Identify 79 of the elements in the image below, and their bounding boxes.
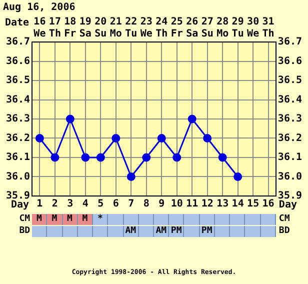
text: PM [201,226,212,236]
x2-tick-label: 20 Su [94,16,107,40]
text: M [52,214,58,224]
x-tick-label: 2 [52,198,58,210]
point [157,134,166,142]
point [126,172,136,181]
text: M [66,214,72,224]
x2-tick-label: 16 We [34,16,46,40]
category-label: CM [19,214,30,224]
x2-tick-label: 21 Mo [110,16,122,40]
point [50,153,60,162]
point [172,153,182,162]
x-tick-label: 6 [112,198,119,210]
category-label: BD [19,226,30,236]
y-tick-label: 36.6 [6,56,30,67]
point [112,134,120,142]
text: * [97,214,103,224]
x2-tick-label: 28 Mo [216,16,229,40]
point [234,172,242,181]
point [35,134,44,142]
x2-tick-label: 29 Tu [232,16,244,40]
y-tick-label: 36.5 [6,75,30,86]
y-tick-label: 36.7 [6,36,30,48]
x-tick-label: 12 [201,198,214,210]
y2-tick-label: 36.5 [278,75,302,86]
x-tick-label: 11 [186,198,198,210]
category-label: BD [278,226,290,236]
y-tick-label: 36.0 [6,171,30,182]
point [218,153,227,162]
x2-tick-label: 18 Fr [64,16,76,40]
point [203,134,212,142]
x2-tick-label: 23 We [140,16,152,40]
x2-tick-label: 30 We [247,16,260,40]
y2-tick-label: 36.3 [278,114,302,125]
x2-tick-label: 25 Fr [170,16,183,40]
point [96,153,105,162]
text: M [82,214,88,224]
x-tick-label: 7 [128,198,134,210]
x2-tick-label: 17 Th [48,16,61,40]
y-tick-label: 36.1 [6,152,30,164]
x-tick-label: 13 [216,198,229,210]
text: AM [125,226,136,236]
x-tick-label: 5 [98,198,104,210]
category-label: CM [278,214,290,224]
y2-tick-label: 36.7 [278,36,302,48]
x-tick-label: 4 [82,198,88,210]
text: AM [156,226,167,236]
x2-axis-title: Date [4,18,30,29]
x2-tick-label: 19 Sa [79,16,92,40]
x-tick-label: 15 [247,198,260,210]
chart-title: Aug 16, 2006 [3,2,76,13]
x-tick-label: 3 [67,198,74,210]
text: Day [278,200,297,211]
x2-tick-label: 22 Tu [125,16,138,40]
y2-tick-label: 36.1 [278,152,302,164]
x-tick-label: 1 [36,198,43,210]
text: M [36,214,42,224]
x-axis-title: Day [11,200,30,211]
y2-tick-label: 36.2 [278,132,302,144]
text: PM [170,226,182,236]
x2-tick-label: 24 Th [156,16,168,40]
y2-tick-label: 36.6 [278,56,302,67]
point [66,114,74,124]
x2-tick-label: 31 Th [262,16,274,40]
point [81,153,90,162]
x2-tick-label: 26 Sa [186,16,198,40]
x2-tick-label: 27 Su [201,16,214,40]
y-tick-label: 36.4 [6,94,30,106]
y2-tick-label: 36.0 [278,171,302,182]
y2-tick-label: 36.4 [278,94,302,106]
x-tick-label: 8 [143,198,150,210]
x-tick-label: 9 [158,198,165,210]
y-tick-label: 36.2 [6,132,30,144]
x-tick-label: 10 [170,198,183,210]
x-tick-label: 16 [262,198,274,210]
x-tick-label: 14 [232,198,244,210]
point [188,114,196,124]
point [142,153,151,162]
y-tick-label: 36.3 [6,114,30,125]
